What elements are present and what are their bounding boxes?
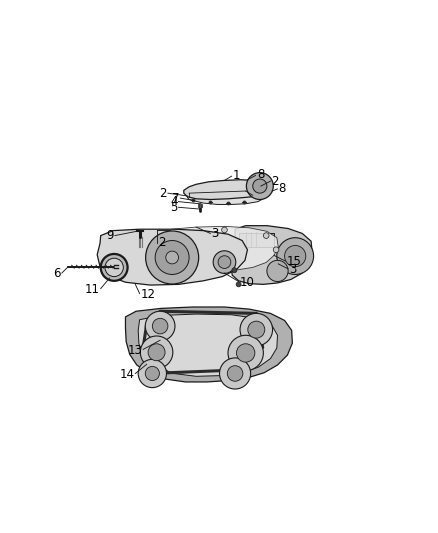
Circle shape bbox=[248, 321, 265, 338]
Circle shape bbox=[145, 366, 159, 381]
Text: 2: 2 bbox=[159, 187, 167, 200]
Circle shape bbox=[101, 254, 127, 281]
Text: 12: 12 bbox=[141, 288, 155, 301]
Text: 1: 1 bbox=[233, 169, 240, 182]
Polygon shape bbox=[187, 186, 265, 205]
Text: 15: 15 bbox=[286, 255, 301, 268]
Circle shape bbox=[152, 318, 168, 334]
Text: 11: 11 bbox=[85, 283, 100, 296]
Circle shape bbox=[263, 233, 269, 238]
Circle shape bbox=[219, 358, 251, 389]
Text: 8: 8 bbox=[257, 168, 265, 181]
Circle shape bbox=[138, 359, 166, 387]
Circle shape bbox=[105, 258, 124, 277]
Text: 6: 6 bbox=[53, 267, 61, 280]
Polygon shape bbox=[97, 229, 247, 285]
Circle shape bbox=[218, 256, 231, 269]
Text: 5: 5 bbox=[170, 201, 177, 214]
Polygon shape bbox=[184, 180, 272, 199]
Polygon shape bbox=[231, 225, 312, 285]
Circle shape bbox=[166, 251, 179, 264]
Text: 2: 2 bbox=[159, 236, 166, 249]
Text: 3: 3 bbox=[212, 227, 219, 240]
Circle shape bbox=[247, 173, 273, 199]
Circle shape bbox=[227, 366, 243, 381]
Text: 2: 2 bbox=[272, 175, 279, 188]
Circle shape bbox=[253, 179, 267, 193]
Circle shape bbox=[240, 313, 272, 346]
Text: 13: 13 bbox=[127, 344, 142, 357]
Circle shape bbox=[237, 344, 255, 362]
Circle shape bbox=[236, 282, 241, 287]
Text: 8: 8 bbox=[279, 182, 286, 196]
Text: 7: 7 bbox=[172, 191, 179, 205]
Circle shape bbox=[213, 251, 236, 273]
Circle shape bbox=[277, 238, 314, 274]
Polygon shape bbox=[138, 314, 278, 376]
Circle shape bbox=[145, 231, 199, 284]
Polygon shape bbox=[166, 227, 278, 272]
Circle shape bbox=[273, 247, 279, 253]
Polygon shape bbox=[125, 307, 293, 382]
Bar bbox=[239, 233, 274, 247]
Circle shape bbox=[155, 240, 189, 274]
Circle shape bbox=[267, 260, 288, 281]
Text: 10: 10 bbox=[240, 276, 254, 289]
Circle shape bbox=[140, 336, 173, 368]
Circle shape bbox=[222, 227, 227, 233]
Text: 14: 14 bbox=[119, 368, 134, 381]
Text: 4: 4 bbox=[170, 195, 177, 208]
Circle shape bbox=[145, 311, 175, 341]
Circle shape bbox=[228, 335, 263, 370]
Circle shape bbox=[166, 251, 172, 257]
Circle shape bbox=[148, 344, 165, 361]
Text: 9: 9 bbox=[106, 229, 114, 242]
Circle shape bbox=[232, 268, 237, 273]
Circle shape bbox=[285, 246, 306, 266]
Circle shape bbox=[172, 229, 178, 235]
Text: 3: 3 bbox=[289, 263, 297, 276]
